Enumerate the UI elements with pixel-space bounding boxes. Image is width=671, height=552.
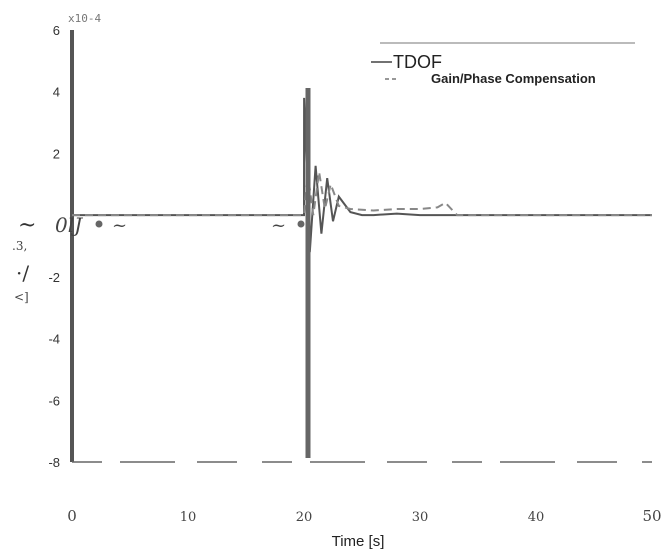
legend: TDOF Gain/Phase Compensation <box>371 42 635 86</box>
series-line-gain-phase-compensation <box>72 171 652 217</box>
baseline-tilde-right: ~ <box>271 215 286 236</box>
series-layer <box>72 97 652 253</box>
x-tick-label: 0 <box>67 507 77 525</box>
y-tick-label: -2 <box>48 270 60 285</box>
x-tick-label: 20 <box>296 510 313 525</box>
baseline-tilde-left: ~ <box>112 215 127 236</box>
legend-label-gpc: Gain/Phase Compensation <box>431 71 596 86</box>
legend-label-tdof: TDOF <box>393 52 442 72</box>
y-fragment-tilde: ~ <box>18 213 36 238</box>
y-tick-label: -6 <box>48 393 60 408</box>
y-scale-label: x10-4 <box>68 12 101 25</box>
x-tick-labels: 0 10 20 30 40 50 <box>67 507 661 525</box>
y-tick-label: -4 <box>48 332 60 347</box>
baseline-dot-left <box>95 220 103 228</box>
x-tick-label: 10 <box>180 510 197 525</box>
y-tick-label: 4 <box>53 85 60 100</box>
x-axis-label: Time [s] <box>332 533 385 550</box>
y-tick-label: 2 <box>53 146 60 161</box>
y-tick-label: -8 <box>48 455 60 470</box>
baseline-decoration: ~ ~ <box>95 215 305 236</box>
y-fragment-3: .3, <box>12 239 27 253</box>
x-tick-label: 30 <box>412 510 429 525</box>
y-fragment-bracket: <] <box>14 290 29 304</box>
y-fragment-slash: ·/ <box>16 261 29 285</box>
y-tick-labels: 6 4 2 -2 -4 -6 -8 <box>48 23 60 470</box>
series-line-tdof <box>72 97 652 253</box>
y-fragment-zero: 0lJ <box>55 213 83 237</box>
y-tick-label: 6 <box>53 23 60 38</box>
x-tick-label: 50 <box>642 507 661 525</box>
x-tick-label: 40 <box>528 510 545 525</box>
baseline-dot-right <box>297 220 305 228</box>
